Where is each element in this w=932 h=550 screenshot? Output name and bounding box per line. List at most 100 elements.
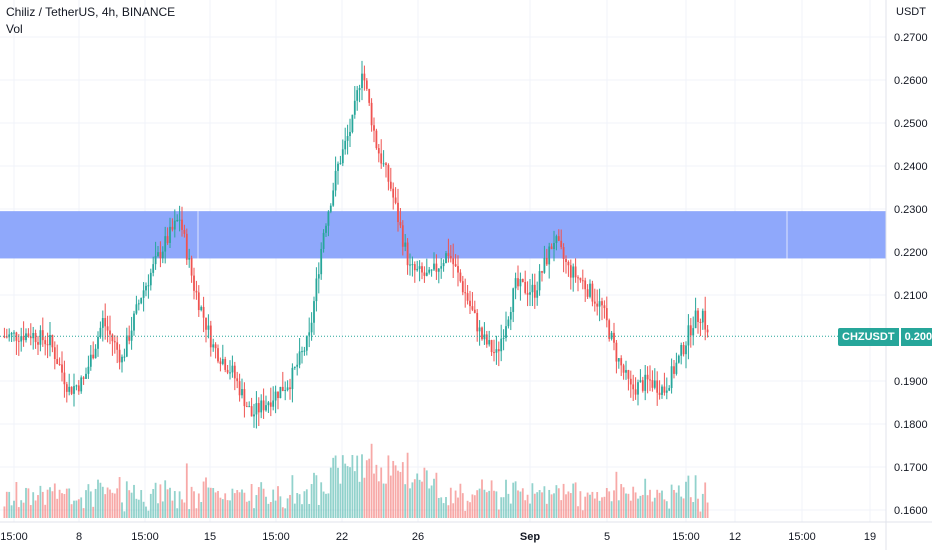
volume-bar: [680, 496, 683, 518]
volume-bar: [365, 460, 368, 518]
volume-bar: [404, 484, 407, 518]
candle-body: [27, 333, 30, 337]
candle-body: [469, 300, 471, 307]
volume-bar: [509, 503, 512, 518]
volume-bar: [629, 500, 632, 518]
candle-body: [279, 386, 282, 399]
candle-body: [461, 281, 464, 293]
candle-body: [423, 272, 426, 276]
volume-bar: [682, 498, 685, 518]
volume-bar: [497, 509, 500, 518]
volume-bar: [361, 454, 363, 518]
candle-body: [409, 264, 411, 266]
candle-body: [301, 351, 303, 353]
candle-body: [250, 406, 253, 417]
candle-body: [149, 272, 152, 286]
candle-body: [569, 265, 572, 278]
volume-bar: [41, 491, 44, 518]
volume-bar: [236, 490, 239, 518]
candle-body: [10, 333, 13, 335]
candle-body: [118, 349, 121, 363]
candle-body: [610, 332, 613, 339]
candle-body: [73, 386, 75, 394]
candle-body: [104, 318, 107, 327]
volume-bar: [8, 491, 11, 518]
volume-bar: [644, 478, 647, 518]
volume-bar: [104, 494, 107, 518]
candle-body: [464, 292, 467, 294]
candle-body: [188, 258, 191, 260]
candle-body: [269, 402, 272, 407]
volume-bar: [308, 503, 311, 518]
volume-bar: [368, 458, 371, 518]
candle-body: [49, 334, 51, 346]
candle-body: [598, 301, 601, 307]
axis-currency: USDT: [896, 6, 926, 18]
volume-bar: [262, 488, 265, 518]
volume-bar: [651, 501, 654, 518]
candle-body: [533, 284, 536, 298]
candle-body: [193, 275, 195, 291]
candle-body: [233, 365, 236, 379]
volume-bar: [459, 483, 462, 518]
volume-bar: [632, 486, 635, 518]
volume-bar: [481, 479, 483, 518]
volume-bar: [214, 492, 217, 518]
volume-bar: [20, 500, 23, 518]
candle-body: [418, 266, 421, 269]
candle-body: [392, 188, 395, 198]
candle-body: [579, 277, 582, 281]
candle-body: [13, 332, 15, 334]
volume-bar: [137, 499, 140, 518]
volume-bar: [73, 500, 75, 518]
candle-body: [505, 326, 507, 338]
volume-bar: [70, 504, 73, 518]
candle-body: [15, 332, 18, 341]
volume-bar: [502, 497, 505, 518]
candle-body: [248, 406, 251, 408]
price-tick-label: 0.1700: [894, 462, 928, 474]
candle-body: [557, 236, 560, 241]
volume-bar: [421, 481, 423, 518]
volume-bar: [80, 497, 83, 518]
candle-body: [589, 283, 591, 297]
volume-bar: [51, 491, 54, 518]
volume-bar: [356, 455, 359, 518]
candle-body: [44, 340, 47, 345]
candle-body: [553, 243, 555, 250]
candle-body: [308, 332, 311, 336]
candle-body: [286, 387, 289, 391]
candle-body: [51, 334, 54, 348]
candle-body: [17, 340, 20, 342]
candle-body: [159, 252, 162, 259]
volume-bar: [241, 489, 243, 518]
price-tick-label: 0.2100: [894, 290, 928, 302]
candle-body: [490, 340, 493, 353]
candle-body: [485, 334, 488, 345]
volume-bar: [692, 502, 695, 518]
candle-body: [358, 88, 361, 91]
candle-body: [219, 361, 222, 364]
volume-bar: [197, 493, 200, 518]
candle-body: [344, 140, 347, 150]
candle-body: [399, 221, 402, 226]
candle-body: [567, 261, 570, 266]
volume-bar: [627, 493, 630, 518]
candle-body: [20, 336, 23, 342]
candle-body: [39, 330, 42, 345]
volume-bar: [267, 503, 270, 518]
volume-bar: [56, 498, 59, 518]
volume-bar: [243, 492, 246, 518]
volume-bar: [253, 508, 255, 518]
volume-bar: [200, 502, 203, 518]
candle-body: [315, 278, 318, 302]
volume-bar: [221, 499, 224, 518]
candle-body: [653, 380, 656, 388]
time-tick-label: 15:00: [131, 531, 159, 543]
volume-bar: [399, 471, 402, 518]
volume-bar: [265, 496, 267, 518]
candle-body: [428, 269, 431, 273]
price-tick-label: 0.2700: [894, 32, 928, 44]
volume-bar: [329, 467, 332, 518]
